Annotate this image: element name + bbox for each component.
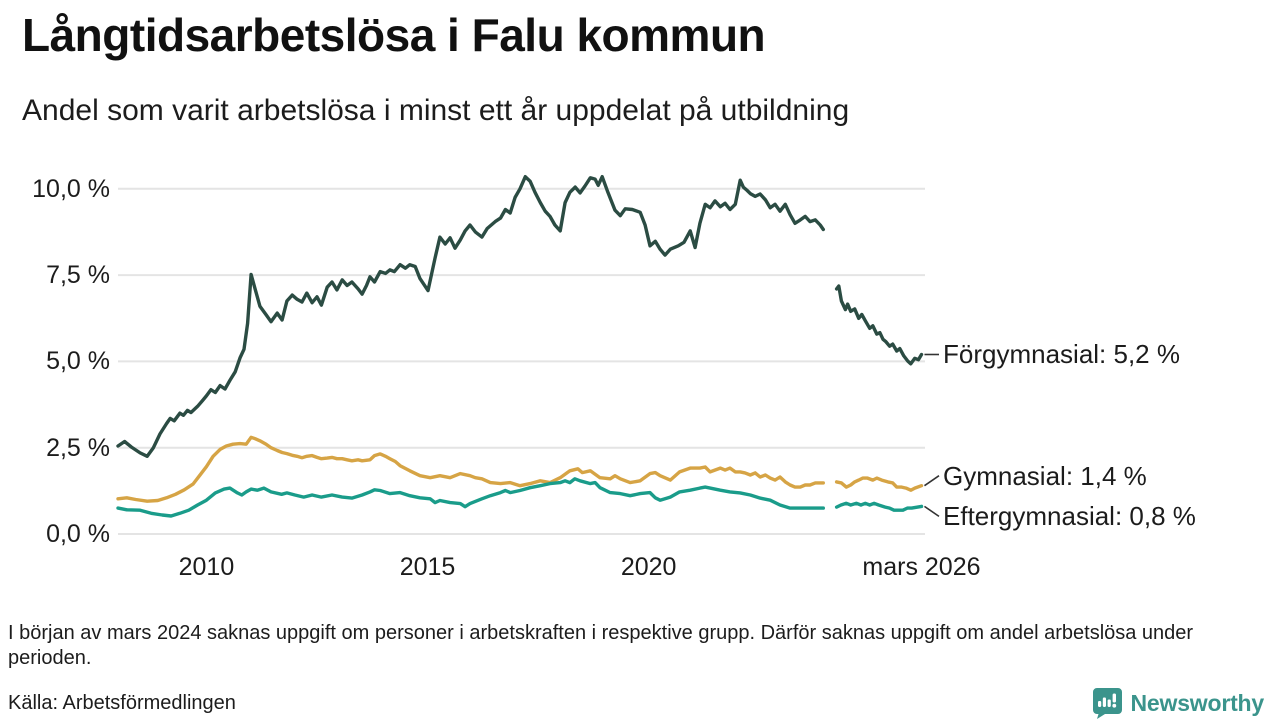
- x-axis-tick: mars 2026: [862, 553, 981, 581]
- series-line-eftergymnasial: [116, 477, 825, 518]
- footnote: I början av mars 2024 saknas uppgift om …: [8, 622, 1194, 669]
- source-text: Källa: Arbetsförmedlingen: [8, 692, 236, 714]
- page-subtitle: Andel som varit arbetslösa i minst ett å…: [22, 94, 850, 127]
- series-end-label-eftergymnasial: Eftergymnasial: 0,8 %: [943, 501, 1196, 532]
- y-axis-tick: 7,5 %: [46, 261, 110, 290]
- series-line-förgymnasial: [834, 284, 924, 366]
- newsworthy-icon: [1092, 688, 1122, 719]
- x-axis-tick: 2010: [178, 553, 235, 581]
- y-axis-tick: 5,0 %: [46, 347, 110, 376]
- newsworthy-wordmark: Newsworthy: [1130, 689, 1265, 716]
- y-axis-tick: 0,0 %: [46, 520, 110, 548]
- label-connector: [924, 505, 940, 518]
- y-axis-tick: 10,0 %: [32, 174, 110, 203]
- series-end-label-forgymnasial: Förgymnasial: 5,2 %: [943, 339, 1180, 370]
- series-end-label-gymnasial: Gymnasial: 1,4 %: [943, 460, 1147, 491]
- newsworthy-logo[interactable]: Newsworthy: [1092, 686, 1264, 720]
- x-axis-tick: 2020: [620, 553, 677, 581]
- y-axis-tick: 2,5 %: [46, 433, 110, 462]
- x-axis-tick: 2015: [399, 553, 456, 581]
- label-connector: [924, 475, 940, 487]
- series-line-eftergymnasial: [834, 501, 924, 512]
- series-line-gymnasial: [834, 476, 924, 492]
- series-line-förgymnasial: [116, 174, 825, 458]
- series-line-gymnasial: [116, 435, 825, 503]
- page-title: Långtidsarbetslösa i Falu kommun: [22, 9, 766, 61]
